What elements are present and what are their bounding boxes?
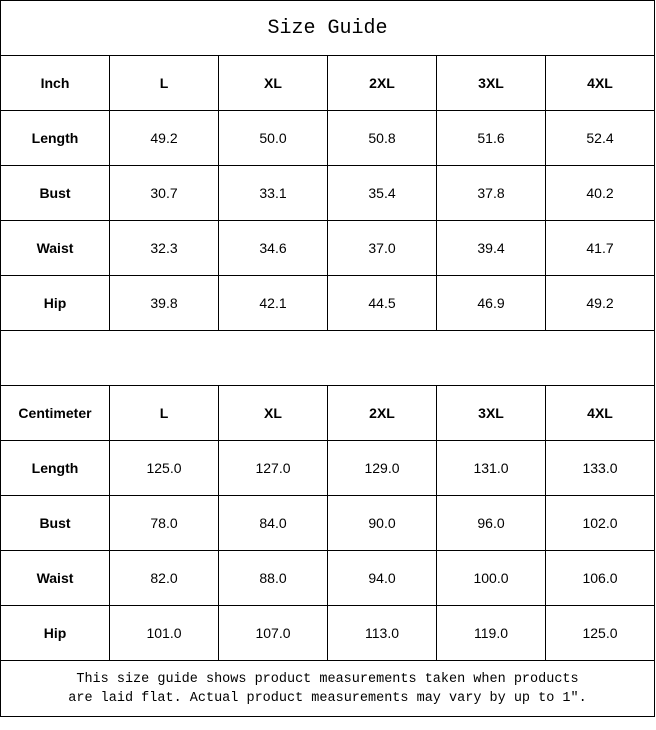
unit-header: Centimeter [0,385,110,441]
size-header: 4XL [545,385,655,441]
measurement-note: This size guide shows product measuremen… [0,660,655,717]
size-header: L [109,55,219,111]
measurement-cell: 133.0 [545,440,655,496]
measurement-cell: 90.0 [327,495,437,551]
spacer-cell [0,330,655,386]
table-row: Waist 82.0 88.0 94.0 100.0 106.0 [0,550,655,606]
title-row: Size Guide [0,0,655,56]
measurement-cell: 49.2 [109,110,219,166]
size-header: 3XL [436,55,546,111]
table-row: Bust 78.0 84.0 90.0 96.0 102.0 [0,495,655,551]
size-header: 2XL [327,385,437,441]
inch_table-header-row: Inch L XL 2XL 3XL 4XL [0,55,655,111]
size-header: 2XL [327,55,437,111]
measurement-cell: 33.1 [218,165,328,221]
measurement-cell: 51.6 [436,110,546,166]
note-row: This size guide shows product measuremen… [0,660,655,717]
size-header: 3XL [436,385,546,441]
table-row: Length 125.0 127.0 129.0 131.0 133.0 [0,440,655,496]
measurement-cell: 49.2 [545,275,655,331]
note-line-2: are laid flat. Actual product measuremen… [68,690,587,706]
size-header: 4XL [545,55,655,111]
measurement-cell: 131.0 [436,440,546,496]
row-label: Hip [0,605,110,661]
page-title: Size Guide [0,0,655,56]
measurement-cell: 46.9 [436,275,546,331]
measurement-cell: 107.0 [218,605,328,661]
measurement-cell: 37.0 [327,220,437,276]
measurement-cell: 39.4 [436,220,546,276]
measurement-cell: 129.0 [327,440,437,496]
measurement-cell: 50.0 [218,110,328,166]
measurement-cell: 88.0 [218,550,328,606]
measurement-cell: 113.0 [327,605,437,661]
table-row: Length 49.2 50.0 50.8 51.6 52.4 [0,110,655,166]
measurement-cell: 125.0 [109,440,219,496]
cm_table-header-row: Centimeter L XL 2XL 3XL 4XL [0,385,655,441]
row-label: Bust [0,165,110,221]
measurement-cell: 119.0 [436,605,546,661]
measurement-cell: 94.0 [327,550,437,606]
spacer-row [0,330,655,386]
row-label: Waist [0,550,110,606]
measurement-cell: 102.0 [545,495,655,551]
measurement-cell: 106.0 [545,550,655,606]
measurement-cell: 41.7 [545,220,655,276]
table-row: Hip 39.8 42.1 44.5 46.9 49.2 [0,275,655,331]
measurement-cell: 35.4 [327,165,437,221]
row-label: Waist [0,220,110,276]
measurement-cell: 39.8 [109,275,219,331]
measurement-cell: 32.3 [109,220,219,276]
measurement-cell: 96.0 [436,495,546,551]
measurement-cell: 37.8 [436,165,546,221]
measurement-cell: 82.0 [109,550,219,606]
measurement-cell: 34.6 [218,220,328,276]
note-line-1: This size guide shows product measuremen… [76,671,579,687]
measurement-cell: 30.7 [109,165,219,221]
measurement-cell: 101.0 [109,605,219,661]
row-label: Bust [0,495,110,551]
measurement-cell: 100.0 [436,550,546,606]
table-row: Bust 30.7 33.1 35.4 37.8 40.2 [0,165,655,221]
measurement-cell: 127.0 [218,440,328,496]
row-label: Length [0,110,110,166]
row-label: Length [0,440,110,496]
measurement-cell: 78.0 [109,495,219,551]
size-header: XL [218,385,328,441]
row-label: Hip [0,275,110,331]
measurement-cell: 44.5 [327,275,437,331]
unit-header: Inch [0,55,110,111]
size-header: L [109,385,219,441]
measurement-cell: 84.0 [218,495,328,551]
measurement-cell: 125.0 [545,605,655,661]
measurement-cell: 40.2 [545,165,655,221]
measurement-cell: 50.8 [327,110,437,166]
table-row: Hip 101.0 107.0 113.0 119.0 125.0 [0,605,655,661]
measurement-cell: 42.1 [218,275,328,331]
measurement-cell: 52.4 [545,110,655,166]
size-header: XL [218,55,328,111]
table-row: Waist 32.3 34.6 37.0 39.4 41.7 [0,220,655,276]
